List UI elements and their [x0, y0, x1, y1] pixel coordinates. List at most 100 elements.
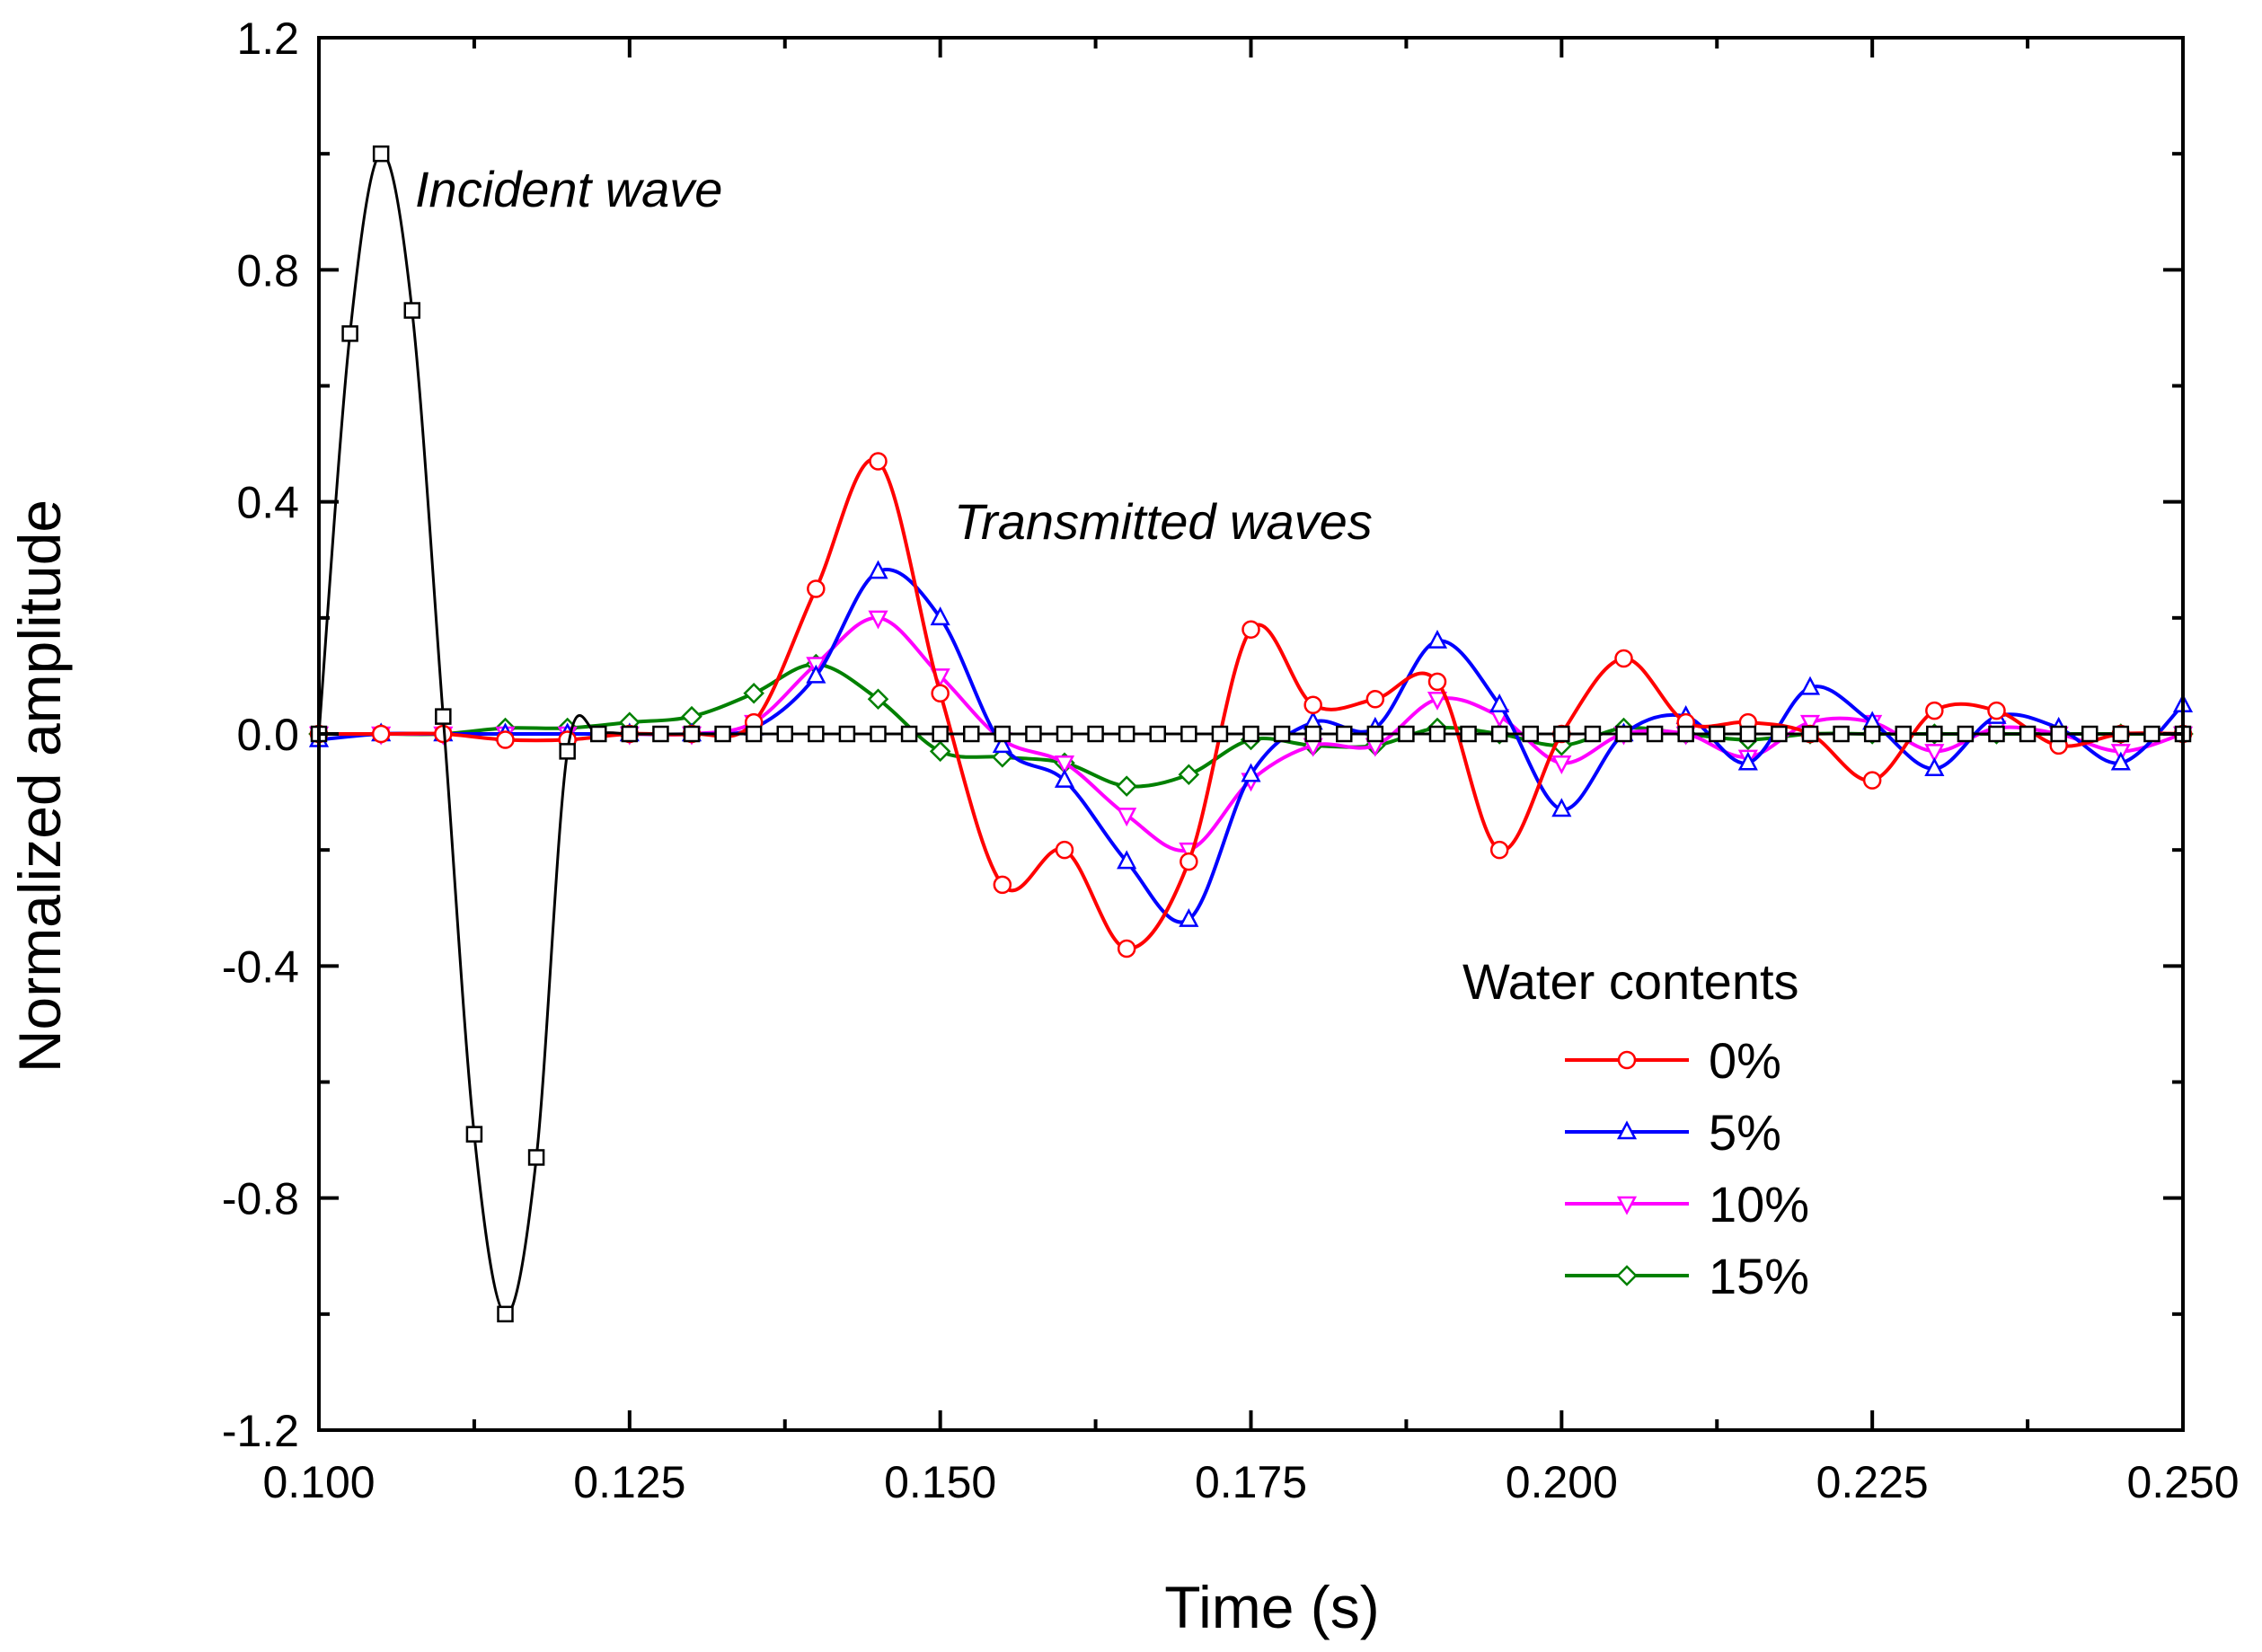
y-tick-label: -0.4	[222, 941, 299, 992]
data-point-10pct	[1427, 692, 1448, 711]
data-point-10pct	[1551, 755, 1572, 774]
data-point-15pct	[929, 740, 951, 763]
data-point-5pct	[2110, 751, 2131, 771]
data-point-incident-wave	[1771, 725, 1788, 743]
data-point-0pct	[1925, 701, 1944, 720]
legend-entry-15pct: 15%	[1565, 1248, 1809, 1304]
data-point-incident-wave	[652, 725, 669, 743]
data-point-0pct	[496, 730, 515, 749]
data-point-0pct	[371, 724, 391, 744]
data-point-5pct	[1117, 850, 1137, 870]
legend-label: 5%	[1709, 1104, 1781, 1161]
data-point-5pct	[1924, 757, 1945, 776]
data-point-incident-wave	[2112, 725, 2130, 743]
data-point-incident-wave	[2050, 725, 2067, 743]
data-point-incident-wave	[1709, 725, 1726, 743]
data-point-incident-wave	[1336, 725, 1353, 743]
data-point-incident-wave	[808, 725, 825, 743]
data-point-incident-wave	[465, 1126, 483, 1143]
data-point-5pct	[930, 606, 950, 626]
data-point-incident-wave	[1428, 725, 1446, 743]
data-point-10pct	[1924, 744, 1945, 764]
data-point-incident-wave	[435, 708, 452, 725]
data-point-incident-wave	[559, 743, 576, 760]
data-point-incident-wave	[1739, 725, 1757, 743]
data-point-0pct	[1365, 690, 1385, 709]
legend-swatch-marker	[1616, 1265, 1638, 1286]
data-point-15pct	[1116, 775, 1137, 797]
legend-swatch-marker	[1617, 1050, 1637, 1070]
data-point-incident-wave	[1677, 725, 1694, 743]
data-point-0pct	[807, 579, 826, 598]
data-point-incident-wave	[497, 1305, 514, 1323]
legend: Water contents 0% 5% 10% 15%	[1462, 953, 1809, 1304]
data-point-incident-wave	[2019, 725, 2037, 743]
data-point-5pct	[1737, 751, 1758, 771]
data-point-5pct	[1241, 763, 1261, 782]
data-point-5pct	[1799, 676, 1821, 695]
axes-layer	[317, 36, 2185, 1432]
data-point-incident-wave	[1801, 725, 1819, 743]
legend-title: Water contents	[1462, 953, 1799, 1010]
annotation-incident-wave: Incident wave	[415, 161, 722, 217]
data-point-incident-wave	[1553, 725, 1570, 743]
data-point-incident-wave	[590, 725, 607, 743]
y-tick-label: 1.2	[236, 13, 299, 64]
data-point-0pct	[1117, 939, 1136, 959]
data-point-5pct	[992, 734, 1012, 754]
data-point-incident-wave	[1615, 725, 1632, 743]
data-point-incident-wave	[2081, 725, 2099, 743]
data-point-0pct	[1489, 840, 1509, 860]
data-point-10pct	[868, 610, 888, 630]
data-point-0pct	[1180, 852, 1198, 871]
data-point-15pct	[867, 688, 889, 711]
data-point-incident-wave	[1460, 725, 1477, 743]
legend-label: 15%	[1709, 1248, 1809, 1304]
y-tick-label: 0.4	[236, 478, 299, 528]
data-point-5pct	[1489, 693, 1510, 712]
x-tick-label: 0.250	[2126, 1457, 2239, 1507]
data-point-incident-wave	[1149, 725, 1166, 743]
data-point-incident-wave	[1926, 725, 1943, 743]
data-point-0pct	[1241, 620, 1260, 639]
legend-entry-10pct: 10%	[1565, 1176, 1809, 1232]
data-point-incident-wave	[1025, 725, 1042, 743]
data-point-5pct	[806, 664, 826, 684]
data-point-incident-wave	[1366, 725, 1384, 743]
data-point-incident-wave	[1863, 725, 1881, 743]
data-point-incident-wave	[900, 725, 918, 743]
data-point-0pct	[1055, 840, 1074, 860]
data-point-incident-wave	[372, 145, 390, 163]
legend-swatch-marker	[1616, 1120, 1638, 1140]
data-point-incident-wave	[994, 725, 1012, 743]
data-point-incident-wave	[341, 325, 358, 342]
data-point-incident-wave	[963, 725, 980, 743]
data-point-5pct	[1054, 768, 1075, 788]
data-point-incident-wave	[870, 725, 887, 743]
legend-entry-0pct: 0%	[1565, 1032, 1781, 1089]
data-point-incident-wave	[621, 725, 639, 743]
data-point-15pct	[1178, 764, 1200, 785]
series-line-incident-wave	[317, 152, 2183, 1316]
data-point-5pct	[1179, 907, 1199, 927]
legend-label: 10%	[1709, 1176, 1809, 1232]
y-tick-label: -1.2	[222, 1406, 299, 1456]
y-tick-label: -0.8	[222, 1174, 299, 1224]
data-point-incident-wave	[1522, 725, 1539, 743]
data-point-incident-wave	[527, 1149, 545, 1166]
data-point-incident-wave	[932, 725, 949, 743]
data-point-incident-wave	[745, 725, 763, 743]
data-point-incident-wave	[1646, 725, 1664, 743]
data-point-10pct	[1054, 755, 1075, 774]
data-point-10pct	[1799, 714, 1821, 734]
legend-label: 0%	[1709, 1032, 1781, 1089]
x-tick-label: 0.175	[1195, 1457, 1307, 1507]
data-point-5pct	[1427, 629, 1448, 649]
data-point-incident-wave	[403, 302, 420, 319]
data-point-5pct	[868, 560, 888, 579]
data-point-0pct	[1614, 649, 1633, 668]
data-point-incident-wave	[1584, 725, 1602, 743]
legend-swatch-marker	[1616, 1196, 1638, 1215]
